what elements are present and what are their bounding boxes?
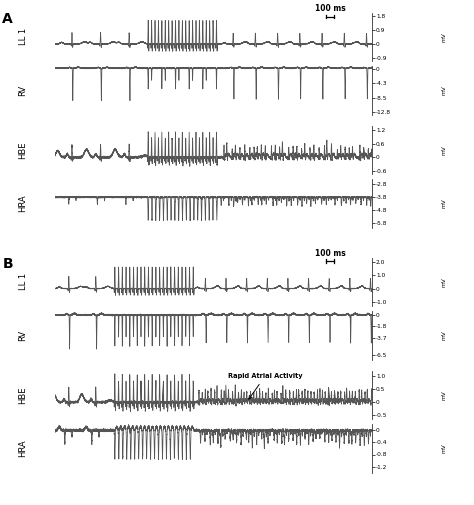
Text: HRA: HRA [18, 195, 27, 212]
Text: 100 ms: 100 ms [315, 249, 346, 258]
Text: RV: RV [18, 85, 27, 96]
Text: mV: mV [442, 277, 447, 287]
Text: mV: mV [442, 198, 447, 209]
Text: HBE: HBE [18, 386, 27, 403]
Text: RV: RV [18, 330, 27, 341]
Text: Rapid Atrial Activity: Rapid Atrial Activity [228, 373, 302, 399]
Text: mV: mV [442, 390, 447, 400]
Text: B: B [2, 257, 13, 271]
Text: LL 1: LL 1 [18, 273, 27, 290]
Text: mV: mV [442, 32, 447, 42]
Text: LL 1: LL 1 [18, 28, 27, 45]
Text: mV: mV [442, 330, 447, 340]
Text: HRA: HRA [18, 440, 27, 457]
Text: mV: mV [442, 85, 447, 95]
Text: mV: mV [442, 443, 447, 453]
Text: 100 ms: 100 ms [315, 4, 346, 13]
Text: mV: mV [442, 145, 447, 155]
Text: A: A [2, 12, 13, 26]
Text: HBE: HBE [18, 141, 27, 159]
